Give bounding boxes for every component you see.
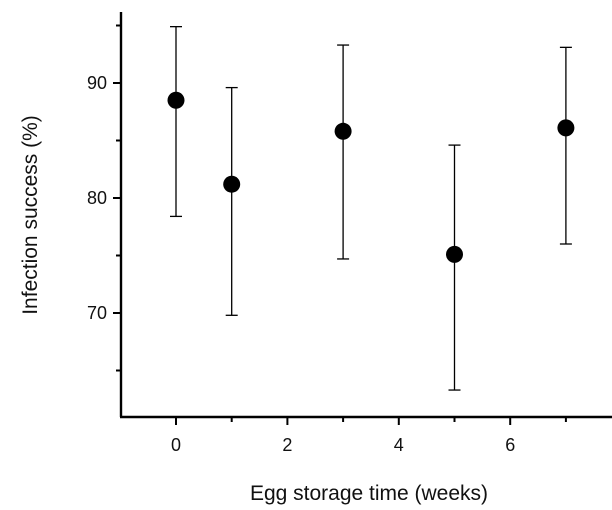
x-tick-label: 2: [282, 435, 292, 455]
x-axis-title: Egg storage time (weeks): [250, 482, 488, 505]
ticks: 0 2 4 6 70 80 90: [87, 24, 567, 455]
error-bars: [170, 25, 572, 391]
data-point: [223, 175, 241, 193]
y-tick-label: 90: [87, 73, 107, 93]
y-tick-label: 80: [87, 188, 107, 208]
x-tick-label: 6: [505, 435, 515, 455]
axes: [119, 12, 612, 419]
data-point: [446, 245, 463, 263]
y-tick-label: 70: [87, 303, 107, 323]
data-point: [334, 122, 352, 140]
y-axis-title: Infection success (%): [19, 115, 42, 315]
x-tick-label: 0: [171, 435, 181, 455]
x-tick-label: 4: [394, 435, 404, 455]
data-point: [557, 119, 575, 137]
data-points: [167, 91, 575, 263]
data-point: [167, 91, 185, 109]
